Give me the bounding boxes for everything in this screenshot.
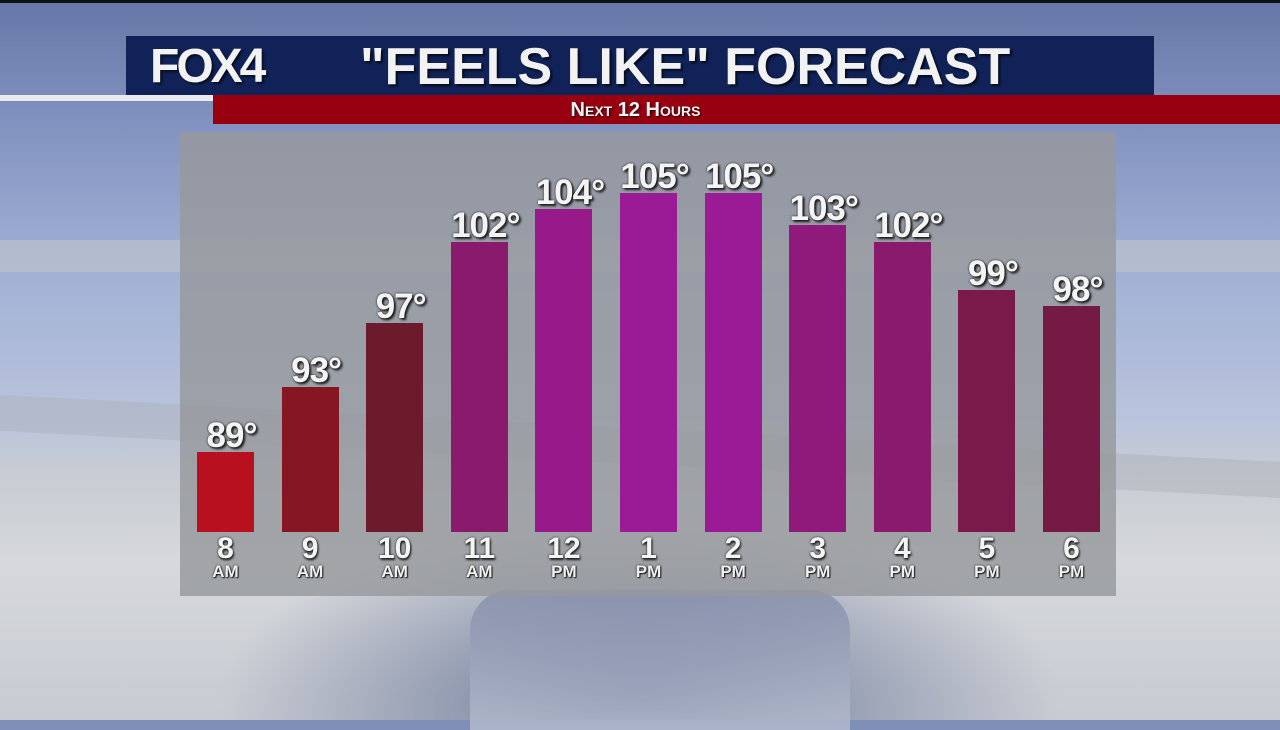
bar-value-label: 93° (291, 351, 342, 391)
bar-value-label: 89° (206, 416, 258, 455)
bar (704, 193, 762, 532)
x-tick-hour: 12 (547, 532, 581, 565)
bar (535, 209, 593, 532)
x-tick-period: PM (720, 562, 746, 581)
x-tick-hour: 10 (378, 532, 412, 565)
x-tick-period: PM (551, 562, 577, 581)
bar (1043, 306, 1100, 532)
bar (450, 241, 508, 532)
fox4-logo: FOX4 (150, 40, 266, 93)
bar-value-label: 104° (535, 173, 605, 213)
chart-title: "FEELS LIKE" FORECAST (360, 38, 1011, 96)
bar-value-label: 97° (375, 286, 427, 326)
x-tick-hour: 8 (217, 532, 234, 565)
bar (873, 241, 931, 532)
bar (281, 387, 339, 532)
x-tick-hour: 1 (640, 532, 657, 565)
x-tick-period: PM (889, 562, 916, 581)
bar (366, 322, 424, 532)
bar-value-label: 105° (620, 157, 689, 196)
x-tick-hour: 3 (809, 532, 827, 565)
x-tick-period: AM (381, 562, 408, 581)
x-tick-hour: 9 (301, 532, 319, 565)
bar (620, 193, 677, 532)
x-tick-period: AM (296, 562, 324, 581)
bar-value-label: 102° (874, 205, 943, 245)
background-tunnel (470, 590, 850, 730)
x-tick-period: PM (635, 562, 662, 581)
top-border (0, 0, 1280, 3)
bar-value-label: 103° (789, 189, 858, 229)
x-tick-hour: 6 (1063, 532, 1080, 565)
x-tick-period: AM (212, 562, 239, 581)
accent-line (0, 95, 214, 101)
x-tick-hour: 5 (978, 532, 996, 565)
bar-value-label: 98° (1052, 270, 1104, 310)
chart-subtitle: Next 12 Hours (570, 99, 701, 121)
title-banner (126, 36, 1154, 95)
x-tick-hour: 11 (463, 532, 496, 565)
bar-value-label: 105° (704, 157, 774, 196)
x-tick-hour: 2 (724, 532, 742, 565)
bar-value-label: 99° (967, 254, 1019, 294)
subtitle-banner (213, 95, 1280, 124)
x-tick-period: PM (804, 562, 831, 581)
x-tick-period: PM (1058, 562, 1085, 581)
bar (958, 290, 1016, 532)
x-tick-period: PM (974, 562, 1000, 581)
x-tick-hour: 4 (893, 532, 911, 565)
bar-value-label: 102° (451, 205, 520, 245)
bar (197, 452, 254, 532)
x-tick-period: AM (466, 562, 493, 581)
bar (789, 225, 847, 532)
